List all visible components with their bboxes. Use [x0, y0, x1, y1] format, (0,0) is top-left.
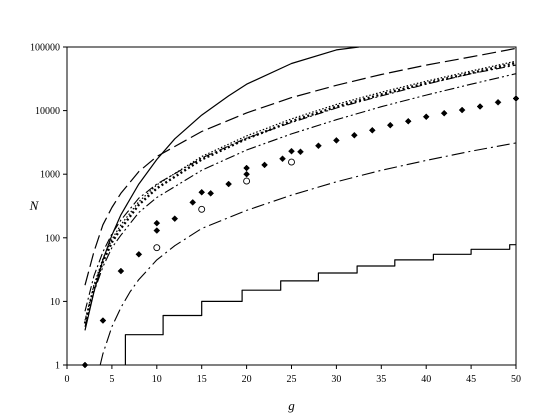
- x-axis-label: g: [288, 398, 295, 413]
- data-point-diamond: [207, 189, 215, 197]
- data-point-circle: [288, 158, 295, 166]
- x-tick-label: 45: [466, 374, 476, 385]
- data-point-diamond: [171, 215, 179, 223]
- plot-markers: [81, 95, 520, 369]
- plot-frame: [66, 46, 517, 366]
- data-point-diamond: [288, 147, 295, 155]
- y-tick-label: 10: [50, 297, 60, 308]
- data-point-diamond: [261, 161, 268, 169]
- data-point-diamond: [153, 227, 161, 234]
- y-tick-label: 100000: [30, 43, 60, 54]
- y-axis-label: N: [29, 198, 40, 213]
- data-point-diamond: [368, 126, 376, 134]
- data-point-diamond: [458, 106, 466, 114]
- y-tick-label: 1000: [40, 170, 60, 181]
- data-point-diamond: [135, 250, 143, 258]
- data-point-diamond: [243, 164, 250, 172]
- x-tick-label: 10: [152, 374, 162, 385]
- y-axis-ticks: 1 10 100 1000 10000 100000: [30, 43, 67, 372]
- data-point-diamond: [494, 98, 502, 106]
- y-tick-label: 100: [45, 233, 60, 244]
- series-line-8: [124, 244, 516, 365]
- x-tick-label: 25: [287, 374, 297, 385]
- data-point-diamond: [333, 137, 340, 144]
- x-tick-label: 15: [197, 374, 207, 385]
- data-point-diamond: [117, 267, 125, 275]
- y-tick-label: 10000: [35, 106, 60, 117]
- series-line-5: [83, 61, 516, 324]
- data-point-diamond: [404, 117, 412, 125]
- data-point-diamond: [198, 188, 206, 196]
- series-line-6: [84, 73, 516, 327]
- data-point-diamond: [476, 103, 484, 110]
- x-tick-label: 40: [421, 374, 431, 385]
- data-point-diamond: [99, 317, 107, 324]
- data-point-diamond: [297, 148, 304, 156]
- data-point-diamond: [440, 109, 448, 117]
- data-point-diamond: [351, 131, 358, 139]
- series-line-7: [99, 142, 516, 365]
- series-line-3: [84, 64, 516, 312]
- x-axis-ticks: 0 5 10 15 20 25 30 35 40 45 50: [65, 365, 521, 385]
- series-line-4: [84, 60, 516, 321]
- series-line-1: [84, 47, 359, 331]
- data-point-diamond: [243, 170, 250, 178]
- data-point-circle: [153, 244, 161, 252]
- data-point-diamond: [315, 142, 322, 150]
- data-point-diamond: [279, 155, 286, 163]
- data-point-diamond: [153, 219, 161, 227]
- data-point-diamond: [225, 180, 232, 188]
- x-tick-label: 50: [511, 374, 521, 385]
- y-tick-label: 1: [55, 361, 60, 372]
- data-point-circle: [198, 205, 206, 213]
- x-tick-label: 0: [65, 374, 70, 385]
- x-tick-label: 30: [331, 374, 341, 385]
- data-point-diamond: [422, 113, 430, 121]
- data-point-diamond: [386, 121, 394, 129]
- x-tick-label: 35: [376, 374, 386, 385]
- x-tick-label: 20: [242, 374, 252, 385]
- data-point-circle: [243, 177, 251, 185]
- series-line-2: [84, 47, 516, 286]
- plot-lines: [83, 47, 516, 365]
- x-tick-label: 5: [109, 374, 114, 385]
- data-point-diamond: [189, 199, 197, 206]
